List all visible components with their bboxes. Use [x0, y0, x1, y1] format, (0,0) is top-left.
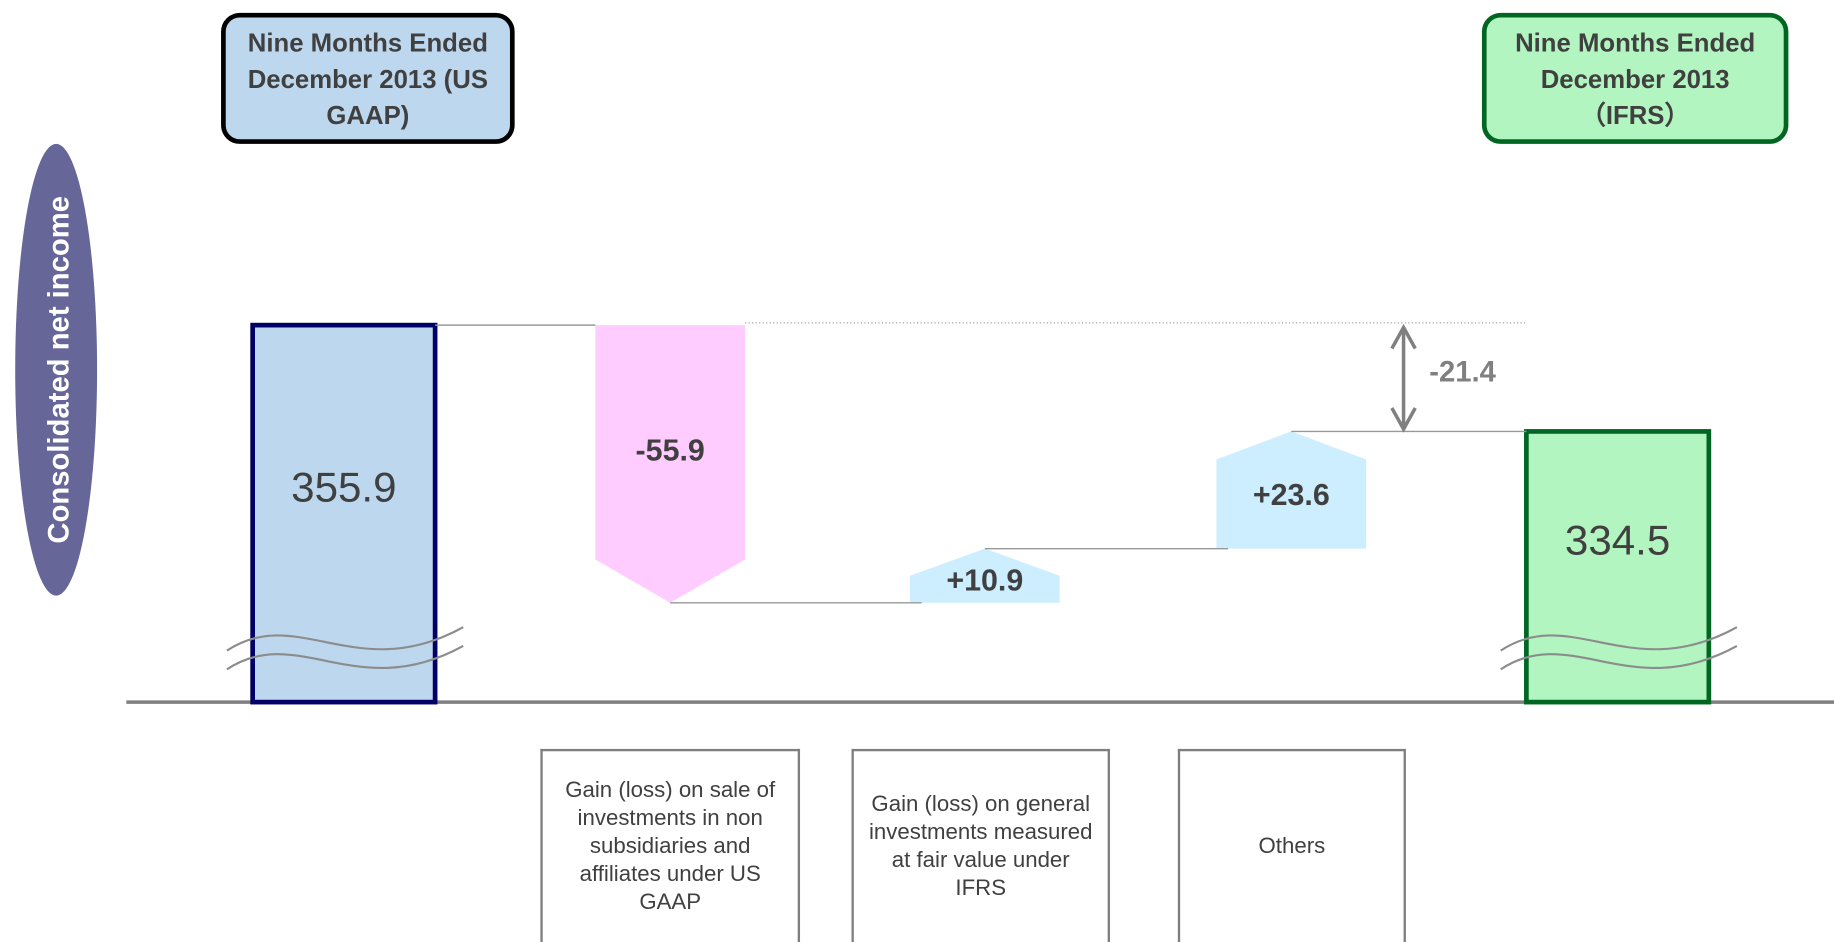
axis-break: [1500, 645, 1738, 671]
value-label: +10.9: [946, 564, 1023, 598]
bar: [250, 322, 438, 705]
value-label: 355.9: [291, 463, 396, 510]
axis-break: [226, 645, 464, 671]
axis-break: [226, 626, 464, 652]
difference-label: -21.4: [1429, 356, 1496, 388]
axis-break: [1500, 626, 1738, 652]
bar: [909, 548, 1060, 603]
bar: [1524, 429, 1712, 705]
end-header: Nine Months Ended December 2013（IFRS）: [1481, 12, 1789, 144]
value-label: 334.5: [1565, 516, 1670, 563]
y-axis-label: Consolidated net income: [44, 196, 76, 544]
category-box: Others: [1177, 748, 1406, 942]
value-label: +23.6: [1253, 478, 1330, 512]
bar: [1216, 431, 1367, 549]
start-header: Nine Months Ended December 2013 (US GAAP…: [221, 12, 515, 144]
ylabel-badge: [15, 143, 98, 596]
category-box: Gain (loss) on general investments measu…: [851, 748, 1110, 942]
value-label: -55.9: [636, 433, 705, 467]
bar: [595, 325, 746, 603]
category-box: Gain (loss) on sale of investments in no…: [540, 748, 801, 942]
arrow-head: [1390, 323, 1417, 433]
